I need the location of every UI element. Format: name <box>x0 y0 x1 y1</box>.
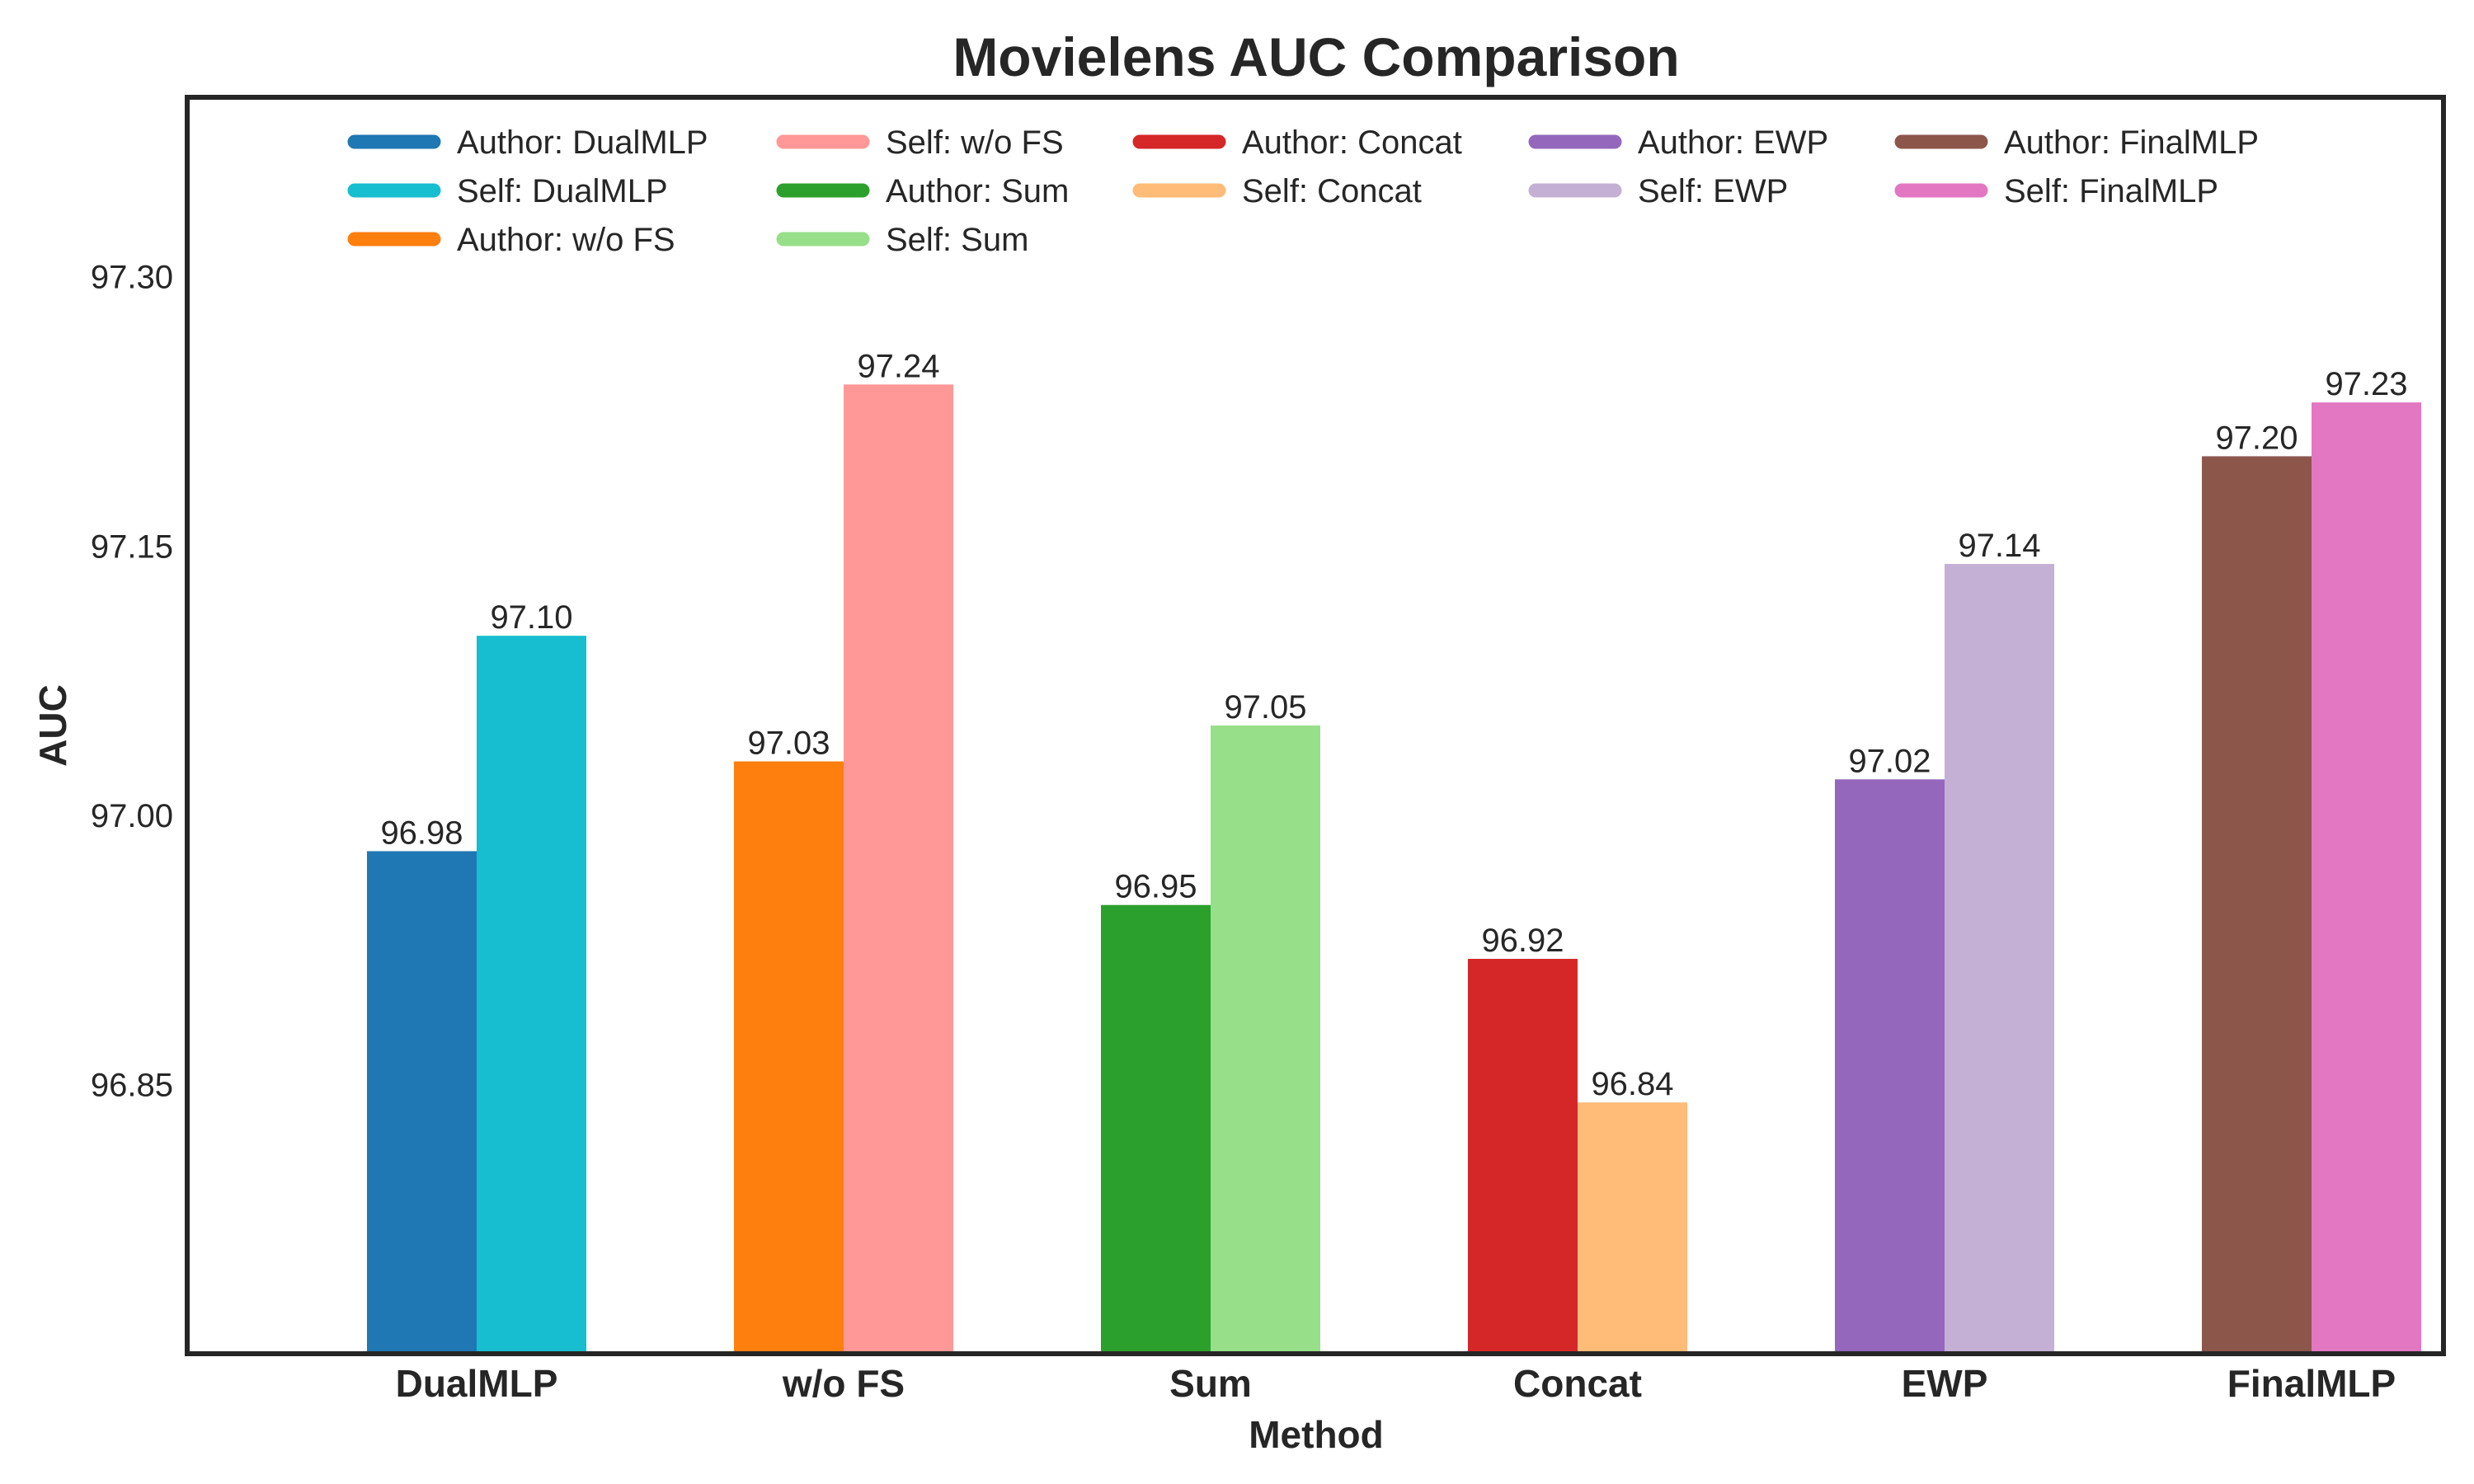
bar-value-label-self-finalmlp: 97.23 <box>2325 366 2407 402</box>
legend-label-self-w-o-fs: Self: w/o FS <box>886 124 1064 161</box>
bar-value-label-self-ewp: 97.14 <box>1958 528 2040 564</box>
bar-self-w-o-fs <box>844 384 953 1354</box>
legend-label-author-concat: Author: Concat <box>1242 124 1462 161</box>
y-tick-97-15: 97.15 <box>91 528 173 565</box>
bar-author-ewp <box>1835 779 1945 1354</box>
legend-label-self-dualmlp: Self: DualMLP <box>457 173 668 209</box>
legend-label-author-sum: Author: Sum <box>886 173 1069 209</box>
x-axis-label: Method <box>1249 1413 1384 1456</box>
bar-value-label-author-finalmlp: 97.20 <box>2215 420 2298 456</box>
x-tick-sum: Sum <box>1169 1362 1252 1405</box>
legend-label-author-dualmlp: Author: DualMLP <box>457 124 708 161</box>
y-tick-96-85: 96.85 <box>91 1067 173 1103</box>
legend-label-author-ewp: Author: EWP <box>1638 124 1828 161</box>
plot-frame <box>185 95 2446 1356</box>
bar-value-label-self-concat: 96.84 <box>1591 1066 1673 1102</box>
legend-label-self-finalmlp: Self: FinalMLP <box>2004 173 2218 209</box>
bar-value-label-author-dualmlp: 96.98 <box>380 815 463 851</box>
legend-label-author-finalmlp: Author: FinalMLP <box>2004 124 2259 161</box>
y-tick-97-00: 97.00 <box>91 798 173 834</box>
bar-self-sum <box>1211 726 1320 1354</box>
bar-author-finalmlp <box>2202 456 2312 1354</box>
legend-label-author-w-o-fs: Author: w/o FS <box>457 222 675 258</box>
bar-labels-layer: 96.98 97.10 97.03 97.24 96.95 97.05 96.92 96.84… <box>380 348 2407 1102</box>
y-axis-label: AUC <box>31 684 74 767</box>
bar-self-ewp <box>1945 564 2054 1354</box>
x-tick-finalmlp: FinalMLP <box>2227 1362 2396 1405</box>
legend-label-self-sum: Self: Sum <box>886 222 1028 258</box>
bar-value-label-author-sum: 96.95 <box>1114 869 1197 905</box>
x-tick-w-o-fs: w/o FS <box>782 1362 905 1405</box>
legend-label-self-ewp: Self: EWP <box>1638 173 1788 209</box>
x-tick-concat: Concat <box>1513 1362 1642 1405</box>
x-ticks-layer: DualMLP w/o FS Sum Concat EWP FinalMLP <box>396 1362 2396 1405</box>
bar-self-dualmlp <box>477 636 586 1354</box>
legend: Author: DualMLP Self: DualMLP Author: w/o … <box>347 124 2259 258</box>
bar-author-sum <box>1101 904 1211 1354</box>
bar-author-w-o-fs <box>734 761 844 1354</box>
bar-self-concat <box>1578 1102 1687 1354</box>
bar-value-label-author-concat: 96.92 <box>1481 923 1564 959</box>
bar-value-label-author-ewp: 97.02 <box>1848 743 1931 779</box>
x-tick-dualmlp: DualMLP <box>396 1362 558 1405</box>
bars-layer <box>367 384 2421 1355</box>
chart-title: Movielens AUC Comparison <box>952 26 1679 87</box>
bar-value-label-author-w-o-fs: 97.03 <box>747 726 830 762</box>
bar-value-label-self-w-o-fs: 97.24 <box>857 348 939 384</box>
bar-author-concat <box>1468 959 1578 1354</box>
legend-label-self-concat: Self: Concat <box>1242 173 1422 209</box>
y-tick-97-30: 97.30 <box>91 260 173 296</box>
bar-self-finalmlp <box>2312 402 2421 1355</box>
bar-value-label-self-sum: 97.05 <box>1224 689 1306 726</box>
y-ticks-layer: 96.85 97.00 97.15 97.30 <box>91 260 173 1104</box>
bar-value-label-self-dualmlp: 97.10 <box>490 599 572 636</box>
x-tick-ewp: EWP <box>1902 1362 1988 1405</box>
bar-author-dualmlp <box>367 851 477 1354</box>
